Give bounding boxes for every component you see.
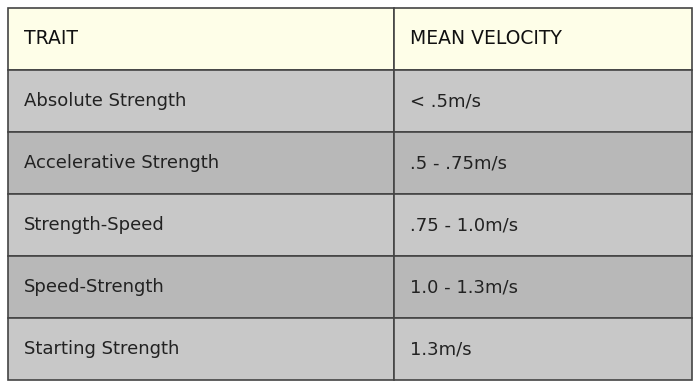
Bar (395, 256, 692, 318)
Text: Starting Strength: Starting Strength (24, 340, 179, 358)
Bar (8, 132, 395, 194)
Text: .5 - .75m/s: .5 - .75m/s (410, 154, 508, 172)
Text: Accelerative Strength: Accelerative Strength (24, 154, 219, 172)
Text: MEAN VELOCITY: MEAN VELOCITY (410, 29, 562, 48)
Bar (395, 8, 692, 70)
Text: .75 - 1.0m/s: .75 - 1.0m/s (410, 216, 519, 234)
Bar (395, 318, 692, 380)
Text: Absolute Strength: Absolute Strength (24, 92, 186, 110)
Bar (395, 194, 692, 256)
Text: Strength-Speed: Strength-Speed (24, 216, 164, 234)
Text: 1.0 - 1.3m/s: 1.0 - 1.3m/s (410, 278, 519, 296)
Bar (395, 132, 692, 194)
Bar (8, 318, 395, 380)
Bar (8, 70, 395, 132)
Bar (8, 256, 395, 318)
Bar (8, 8, 395, 70)
Text: TRAIT: TRAIT (24, 29, 78, 48)
Text: < .5m/s: < .5m/s (410, 92, 482, 110)
Text: Speed-Strength: Speed-Strength (24, 278, 164, 296)
Bar (8, 194, 395, 256)
Bar (395, 70, 692, 132)
Text: 1.3m/s: 1.3m/s (410, 340, 472, 358)
